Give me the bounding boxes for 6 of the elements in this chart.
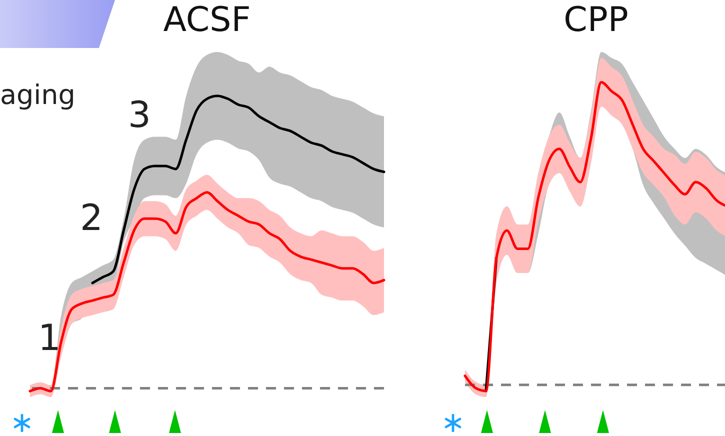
chart-title: CPP	[564, 0, 628, 40]
chart-title: ACSF	[163, 0, 251, 40]
annotation: 3	[128, 95, 151, 136]
annotation: 1	[38, 318, 61, 359]
annotation: 2	[80, 198, 103, 239]
annotation: aging	[0, 80, 76, 111]
